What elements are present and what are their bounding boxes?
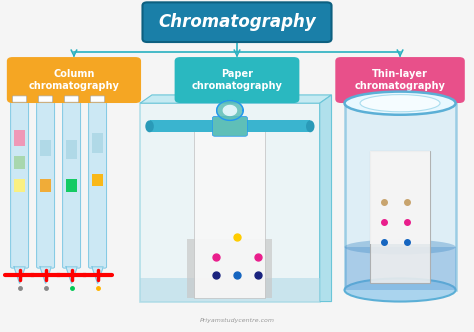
Polygon shape: [217, 101, 243, 121]
FancyBboxPatch shape: [174, 57, 300, 103]
Bar: [345, 247, 456, 290]
Polygon shape: [319, 95, 331, 301]
Bar: [40, 139, 51, 156]
FancyBboxPatch shape: [10, 100, 28, 268]
Text: Column
chromatography: Column chromatography: [28, 69, 119, 91]
Bar: [140, 103, 319, 301]
Bar: [92, 133, 103, 153]
Polygon shape: [40, 267, 51, 284]
Ellipse shape: [345, 279, 456, 301]
FancyBboxPatch shape: [212, 117, 247, 136]
Bar: [187, 239, 273, 298]
FancyBboxPatch shape: [143, 2, 331, 42]
Bar: [370, 151, 430, 244]
Bar: [14, 179, 25, 193]
Bar: [14, 129, 25, 146]
FancyBboxPatch shape: [89, 100, 107, 268]
Text: Paper
chromatography: Paper chromatography: [191, 69, 283, 91]
Ellipse shape: [345, 92, 456, 115]
Polygon shape: [92, 267, 103, 284]
Bar: [370, 151, 430, 284]
Bar: [66, 179, 77, 193]
Ellipse shape: [360, 95, 440, 112]
FancyBboxPatch shape: [12, 96, 27, 102]
Text: Thin-layer
chromatography: Thin-layer chromatography: [355, 69, 446, 91]
Polygon shape: [223, 106, 237, 116]
Text: Chromatography: Chromatography: [158, 13, 316, 31]
Polygon shape: [66, 267, 77, 284]
Polygon shape: [140, 95, 331, 103]
FancyBboxPatch shape: [36, 100, 55, 268]
Bar: [150, 121, 310, 132]
Polygon shape: [14, 267, 25, 284]
Bar: [92, 174, 103, 186]
Bar: [66, 139, 77, 159]
Text: Priyamstudycentre.com: Priyamstudycentre.com: [200, 318, 274, 323]
FancyBboxPatch shape: [335, 57, 465, 103]
Bar: [14, 156, 25, 169]
FancyBboxPatch shape: [38, 96, 53, 102]
Bar: [40, 179, 51, 193]
Ellipse shape: [345, 240, 456, 254]
Bar: [345, 103, 456, 290]
Bar: [140, 279, 319, 301]
FancyBboxPatch shape: [91, 96, 105, 102]
FancyBboxPatch shape: [64, 96, 79, 102]
FancyBboxPatch shape: [7, 57, 141, 103]
Ellipse shape: [146, 121, 154, 132]
Bar: [194, 126, 265, 298]
Ellipse shape: [306, 121, 315, 132]
FancyBboxPatch shape: [63, 100, 81, 268]
